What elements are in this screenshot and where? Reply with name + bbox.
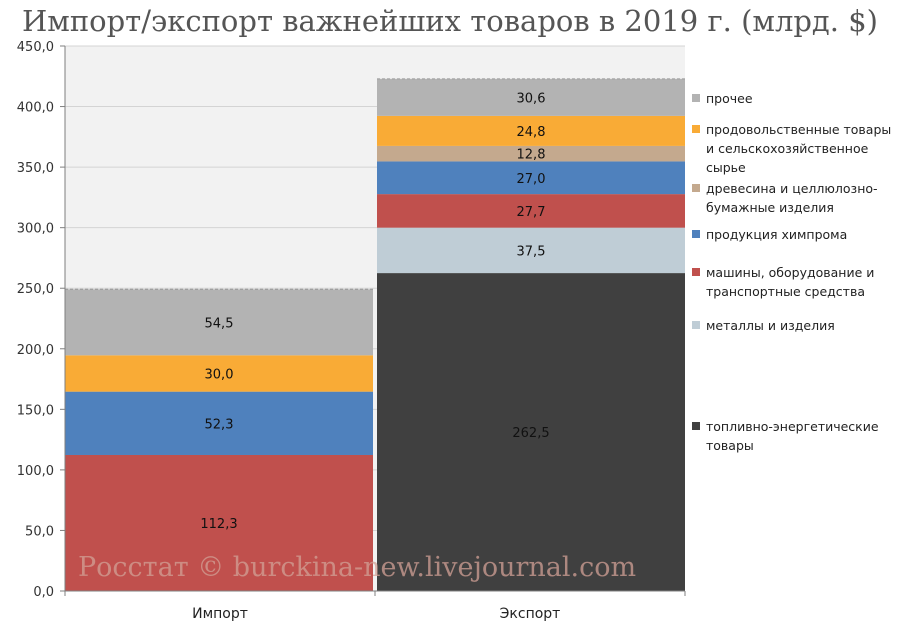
bar-segment [377,194,685,228]
bar-segment [377,227,685,274]
legend-swatch [692,94,700,102]
legend-label: древесина и целлюлозно-бумажные изделия [706,181,878,215]
legend-swatch [692,268,700,276]
y-tick-label: 250,0 [17,282,54,297]
data-label: 24,8 [517,125,546,140]
y-tick-label: 350,0 [17,161,54,176]
x-tick-label: Импорт [192,606,248,622]
bar-segment [65,391,373,455]
bar-segment [65,355,373,392]
bar-segment [377,115,685,146]
legend-label: металлы и изделия [706,318,835,333]
y-tick-label: 200,0 [17,343,54,358]
bar-segment [377,78,685,116]
legend-item: топливно-энергетические товары [692,417,897,455]
data-label: 262,5 [512,426,549,441]
data-label: 30,0 [205,367,234,382]
legend-swatch [692,125,700,133]
data-label: 37,5 [517,244,546,259]
legend-swatch [692,184,700,192]
data-label: 52,3 [205,417,234,432]
y-tick-label: 450,0 [17,40,54,55]
data-label: 54,5 [205,316,234,331]
legend-item: металлы и изделия [692,316,897,335]
data-label: 27,0 [517,172,546,187]
legend-label: продовольственные товары и сельскохозяйст… [706,122,892,175]
data-label: 27,7 [517,205,546,220]
watermark: Росстат © burckina-new.livejournal.com [78,552,637,583]
legend-swatch [692,321,700,329]
data-label: 30,6 [517,91,546,106]
bar-segment [65,454,373,591]
data-label: 12,8 [517,148,546,163]
y-tick-label: 0,0 [33,585,54,600]
chart-title: Импорт/экспорт важнейших товаров в 2019 … [21,4,878,38]
y-tick-label: 150,0 [17,403,54,418]
legend-item: машины, оборудование и транспортные средс… [692,263,897,301]
bar-segment [377,273,685,591]
y-tick-label: 50,0 [25,524,54,539]
legend-item: прочее [692,89,897,108]
x-tick-label: Экспорт [500,606,561,622]
bar-segment [65,289,373,356]
legend-swatch [692,230,700,238]
legend-label: машины, оборудование и транспортные средс… [706,265,875,299]
legend-swatch [692,422,700,430]
legend-label: топливно-энергетические товары [706,419,879,453]
bar-segment [377,145,685,162]
legend-item: продовольственные товары и сельскохозяйст… [692,120,897,177]
y-tick-label: 300,0 [17,222,54,237]
legend-item: продукция химпрома [692,225,897,244]
bar-segment [377,161,685,195]
chart-legend: прочее продовольственные товары и сельскох… [692,0,897,628]
legend-item: древесина и целлюлозно-бумажные изделия [692,179,897,217]
legend-label: продукция химпрома [706,227,848,242]
data-label: 112,3 [200,517,237,532]
y-tick-label: 400,0 [17,101,54,116]
legend-label: прочее [706,91,753,106]
y-tick-label: 100,0 [17,464,54,479]
